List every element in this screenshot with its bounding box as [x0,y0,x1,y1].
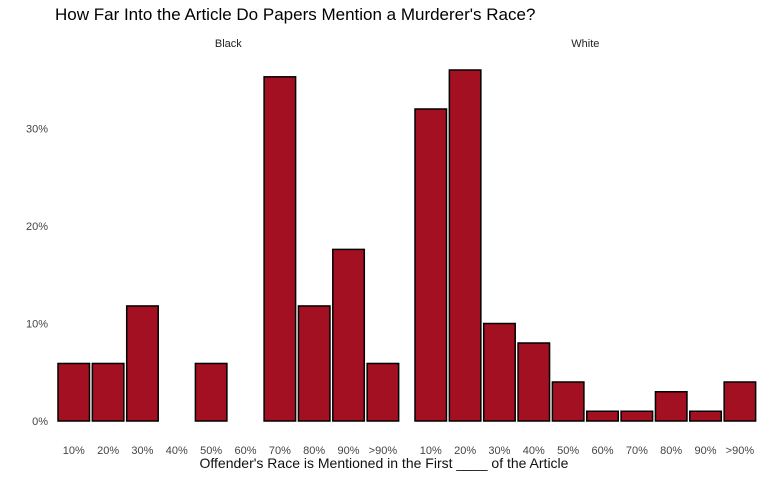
bar [297,305,331,422]
y-tick-label: 10% [26,319,48,331]
facet-panel-black: Black 10% 20% 30% 40% 50% 60% 70% 80% 90% >90% [57,38,400,457]
x-tick-label: 20% [454,445,476,457]
bar [366,362,400,422]
bar [332,248,366,422]
x-tick-label: 80% [660,445,682,457]
x-tick-label: 90% [338,445,360,457]
y-tick-label: 20% [26,221,48,233]
x-tick-label: 60% [591,445,613,457]
x-tick-label: 80% [303,445,325,457]
x-tick-label: 50% [200,445,222,457]
bar [551,381,585,422]
bar [689,410,723,422]
x-tick-label: 90% [695,445,717,457]
x-tick-label: 30% [488,445,510,457]
x-tick-label: 40% [523,445,545,457]
chart-title: How Far Into the Article Do Papers Menti… [55,5,536,24]
bar [517,342,551,422]
x-axis-title: Offender's Race is Mentioned in the Firs… [199,455,569,471]
x-tick-label: 70% [626,445,648,457]
x-tick-label: 50% [557,445,579,457]
bar [414,108,448,422]
bar [620,410,654,422]
bar [194,362,228,422]
x-tick-label: 10% [420,445,442,457]
bar [723,381,757,422]
bar [91,362,125,422]
bar [57,362,91,422]
x-tick-label: 70% [269,445,291,457]
bar [586,410,619,422]
x-tick-label: 20% [97,445,119,457]
x-tick-label: 30% [131,445,153,457]
bar [263,76,297,422]
bar [654,391,688,422]
y-axis: 0% 10% 20% 30% [26,124,48,429]
facet-panel-white: White 10% 20% 30% 40% 50% 60% 70% 80% 90% >90% [414,38,757,457]
x-tick-label: >90% [726,445,755,457]
bar [482,322,516,422]
bar [448,69,482,422]
x-tick-label: 40% [166,445,188,457]
bar [125,305,159,422]
y-tick-label: 30% [26,124,48,136]
y-tick-label: 0% [32,416,48,428]
x-tick-label: 60% [234,445,256,457]
x-tick-label: >90% [369,445,398,457]
facet-label: Black [215,38,242,50]
facet-label: White [571,38,599,50]
x-tick-label: 10% [63,445,85,457]
